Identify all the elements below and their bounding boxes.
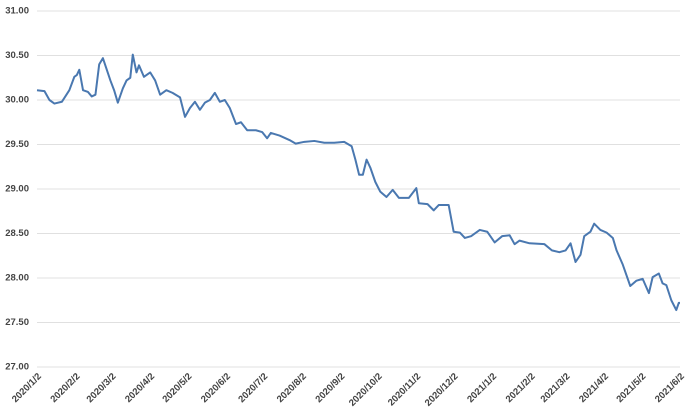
x-tick-label: 2021/1/2 (465, 371, 499, 405)
y-tick-label: 28.00 (5, 273, 29, 284)
y-tick-label: 29.00 (5, 184, 29, 195)
y-tick-label: 30.00 (5, 95, 29, 106)
x-tick-label: 2020/4/2 (123, 371, 157, 405)
x-tick-label: 2021/5/2 (614, 371, 648, 405)
x-tick-label: 2020/8/2 (275, 371, 309, 405)
x-tick-label: 2020/2/2 (49, 371, 83, 405)
y-tick-label: 30.50 (5, 50, 29, 61)
x-tick-label: 2021/6/2 (653, 371, 687, 405)
y-tick-label: 29.50 (5, 139, 29, 150)
x-tick-label: 2021/2/2 (504, 371, 538, 405)
x-tick-label: 2020/7/2 (236, 371, 270, 405)
x-tick-label: 2020/1/2 (10, 371, 44, 405)
x-tick-label: 2020/10/2 (347, 371, 385, 409)
y-tick-label: 27.50 (5, 317, 29, 328)
x-tick-label: 2020/11/2 (386, 371, 423, 408)
x-tick-label: 2021/4/2 (577, 371, 611, 405)
x-tick-label: 2020/12/2 (423, 371, 461, 409)
x-tick-label: 2021/3/2 (539, 371, 573, 405)
line (36, 53, 680, 312)
y-tick-label: 27.00 (5, 362, 29, 373)
x-tick-label: 2020/3/2 (85, 371, 119, 405)
x-tick-label: 2020/6/2 (199, 371, 233, 405)
x-tick-label: 2020/9/2 (313, 371, 347, 405)
y-tick-label: 28.50 (5, 228, 29, 239)
y-tick-label: 31.00 (5, 6, 29, 17)
x-tick-label: 2020/5/2 (160, 371, 194, 405)
